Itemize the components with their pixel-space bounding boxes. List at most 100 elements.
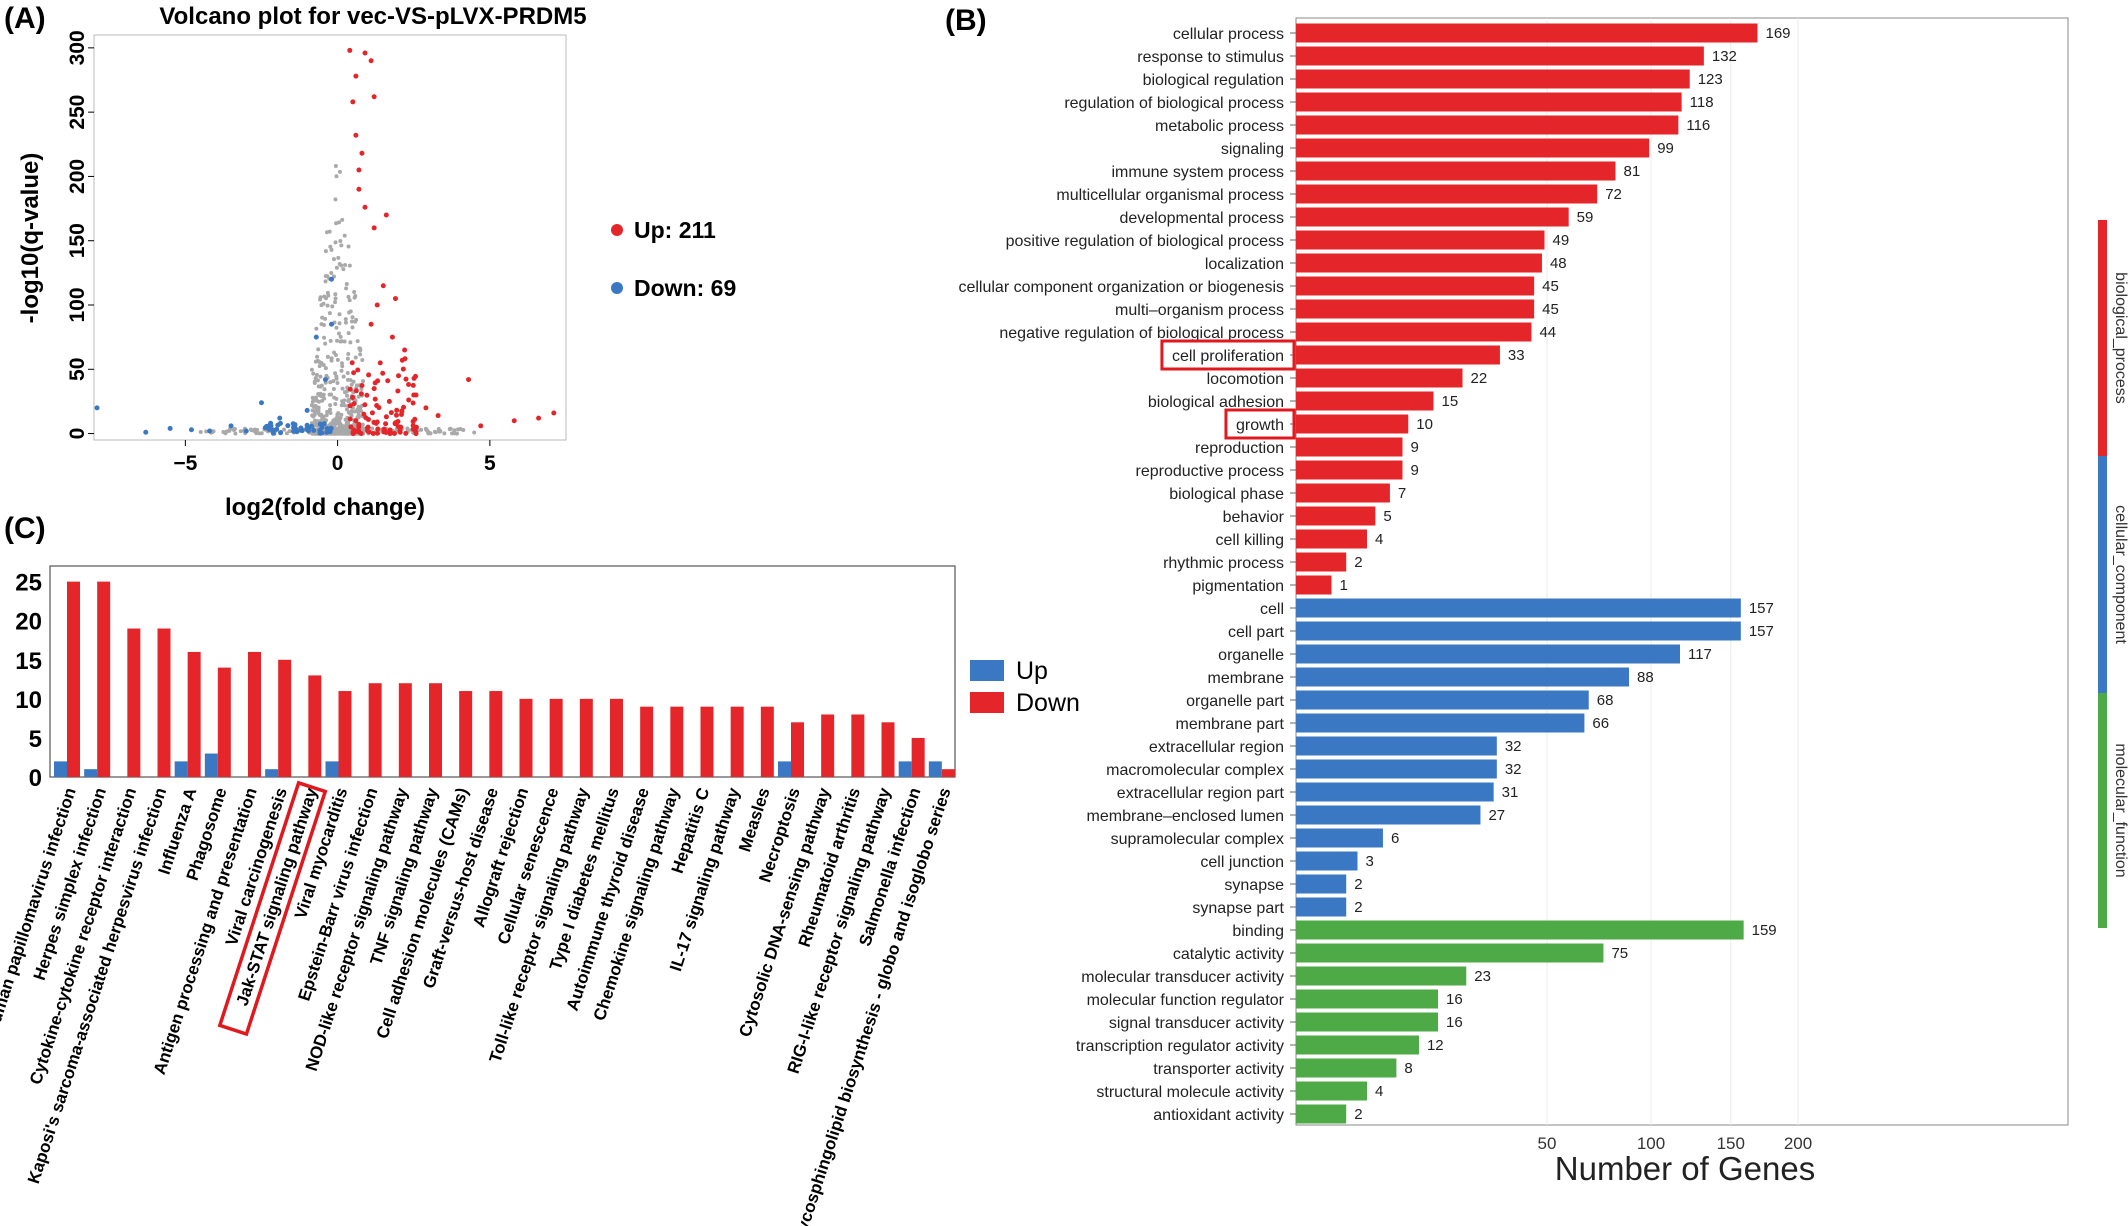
volcano-point-up	[383, 421, 389, 427]
volcano-point-up	[410, 400, 416, 406]
go-bar	[1296, 736, 1497, 756]
volcano-point-ns	[329, 421, 334, 426]
volcano-point-ns	[255, 427, 260, 432]
go-category-label: multicellular organismal process	[1056, 187, 1284, 204]
go-bar	[1296, 874, 1347, 894]
volcano-point-down	[328, 425, 334, 431]
volcano-point-up	[365, 416, 371, 422]
go-bar-value: 2	[1354, 554, 1362, 571]
volcano-point-up	[372, 380, 378, 386]
volcano-point-up	[392, 296, 398, 302]
go-group-label: cellular_component	[2112, 505, 2128, 644]
volcano-point-ns	[331, 379, 336, 384]
volcano-point-ns	[227, 428, 232, 433]
go-bar-value: 2	[1354, 1106, 1362, 1123]
volcano-point-ns	[333, 402, 338, 407]
go-bar	[1296, 69, 1690, 89]
volcano-point-ns	[324, 413, 329, 418]
go-category-label: pigmentation	[1192, 578, 1284, 595]
volcano-point-ns	[344, 282, 349, 287]
go-bar	[1296, 667, 1630, 687]
volcano-point-ns	[341, 374, 346, 379]
volcano-point-ns	[452, 428, 457, 433]
kegg-ytick-label: 5	[29, 726, 42, 753]
volcano-point-ns	[323, 316, 328, 321]
go-bar-value: 88	[1637, 669, 1654, 686]
volcano-point-up	[374, 430, 380, 436]
volcano-point-up	[375, 426, 381, 432]
volcano-point-up	[388, 410, 394, 416]
volcano-legend-swatch	[611, 282, 623, 294]
volcano-point-up	[397, 428, 403, 434]
volcano-point-ns	[328, 380, 333, 385]
go-bar	[1296, 345, 1500, 365]
volcano-point-down	[311, 427, 317, 433]
volcano-point-down	[309, 423, 315, 429]
go-bar	[1296, 759, 1497, 779]
volcano-ytick-label: 200	[66, 159, 89, 194]
volcano-point-ns	[339, 368, 344, 373]
volcano-point-ns	[344, 427, 349, 432]
go-bar-value: 31	[1502, 784, 1519, 801]
volcano-point-down	[94, 405, 100, 411]
volcano-point-ns	[346, 244, 351, 249]
volcano-point-up	[377, 360, 383, 366]
volcano-point-ns	[328, 338, 333, 343]
volcano-point-ns	[318, 297, 323, 302]
volcano-point-up	[551, 410, 557, 416]
volcano-point-down	[313, 334, 319, 340]
go-bar	[1296, 115, 1679, 135]
volcano-point-ns	[352, 295, 357, 300]
volcano-point-ns	[338, 239, 343, 244]
volcano-point-ns	[461, 427, 466, 432]
kegg-bar-up	[265, 769, 279, 777]
go-bar	[1296, 1081, 1367, 1101]
go-category-label: extracellular region part	[1117, 785, 1285, 802]
volcano-point-ns	[331, 257, 336, 262]
go-category-label: signal transducer activity	[1109, 1015, 1284, 1032]
volcano-point-ns	[472, 430, 477, 435]
volcano-point-up	[406, 397, 412, 403]
volcano-point-down	[228, 423, 234, 429]
go-bar	[1296, 828, 1383, 848]
go-bar	[1296, 644, 1680, 664]
volcano-point-ns	[323, 366, 328, 371]
volcano-point-ns	[334, 174, 339, 179]
volcano-point-down	[329, 276, 335, 282]
volcano-point-ns	[316, 384, 321, 389]
go-bar	[1296, 368, 1463, 388]
go-bar	[1296, 437, 1403, 457]
volcano-point-ns	[314, 326, 319, 331]
go-category-label: positive regulation of biological proces…	[1006, 233, 1284, 250]
volcano-point-up	[400, 366, 406, 372]
volcano-point-ns	[316, 347, 321, 352]
volcano-point-ns	[337, 220, 342, 225]
volcano-point-up	[358, 391, 364, 397]
volcano-point-up	[388, 430, 394, 436]
volcano-point-ns	[329, 247, 334, 252]
volcano-point-ns	[309, 367, 314, 372]
go-bar-value: 27	[1488, 807, 1505, 824]
go-bar	[1296, 851, 1358, 871]
go-bar	[1296, 897, 1347, 917]
volcano-point-ns	[337, 312, 342, 317]
go-bar	[1296, 621, 1741, 641]
kegg-bar-up	[204, 753, 218, 777]
volcano-point-up	[395, 388, 401, 394]
go-bar-value: 16	[1446, 1014, 1463, 1031]
volcano-point-ns	[339, 263, 344, 268]
volcano-point-ns	[322, 335, 327, 340]
kegg-legend-label: Up	[1016, 657, 1048, 685]
volcano-point-ns	[338, 339, 343, 344]
volcano-point-ns	[345, 356, 350, 361]
volcano-point-ns	[323, 274, 328, 279]
volcano-point-ns	[311, 414, 316, 419]
volcano-point-ns	[442, 431, 447, 436]
go-bar-value: 23	[1474, 968, 1491, 985]
volcano-point-ns	[322, 387, 327, 392]
volcano-point-ns	[343, 320, 348, 325]
go-bar	[1296, 506, 1376, 526]
go-bar	[1296, 322, 1532, 342]
go-bar-value: 49	[1553, 232, 1570, 249]
go-category-label: negative regulation of biological proces…	[999, 325, 1284, 342]
